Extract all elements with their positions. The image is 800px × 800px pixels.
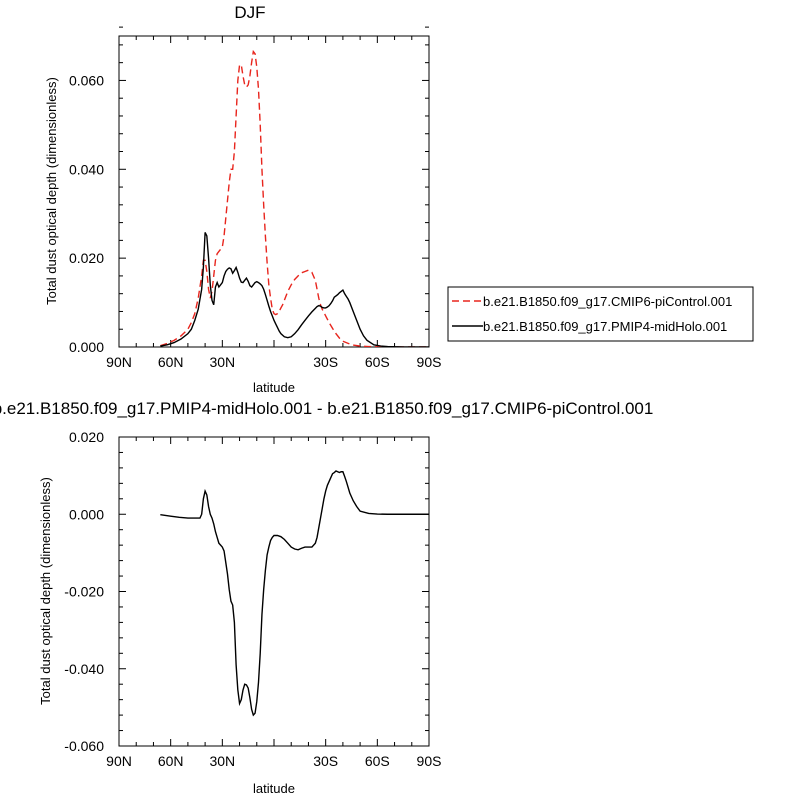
x-tick-label: 60N (158, 354, 184, 370)
x-tick-label: 60S (365, 753, 390, 769)
x-tick-label: 30N (209, 753, 235, 769)
series-line-1 (160, 470, 429, 717)
y-tick-label: -0.060 (64, 738, 104, 754)
x-tick-label: 60S (365, 354, 390, 370)
legend: b.e21.B1850.f09_g17.CMIP6-piControl.001b… (447, 286, 754, 342)
y-tick-label: 0.000 (69, 506, 104, 522)
x-axis-label: latitude (253, 380, 295, 395)
x-tick-label: 90S (417, 354, 442, 370)
chart-title: DJF (234, 3, 265, 22)
x-axis-label: latitude (253, 781, 295, 796)
plot-frame (118, 436, 430, 747)
x-tick-label: 90N (106, 753, 132, 769)
x-tick-label: 30S (313, 753, 338, 769)
y-axis-label: Total dust optical depth (dimensionless) (38, 477, 53, 705)
series-line-2 (160, 232, 429, 347)
chart-title: b.e21.B1850.f09_g17.PMIP4-midHolo.001 - … (0, 399, 653, 418)
legend-label-2: b.e21.B1850.f09_g17.PMIP4-midHolo.001 (483, 319, 727, 334)
y-tick-label: 0.020 (69, 429, 104, 445)
legend-box (447, 286, 754, 342)
x-tick-label: 30S (313, 354, 338, 370)
y-tick-label: 0.000 (69, 339, 104, 355)
x-tick-label: 90S (417, 753, 442, 769)
plot-frame (118, 35, 430, 348)
chart-panel-2: 90N 60N 30N 30S 60S 90S 0.020 0.000 -0.020 -0.040… (0, 399, 653, 796)
x-tick-label: 30N (209, 354, 235, 370)
y-tick-label: 0.040 (69, 161, 104, 177)
y-tick-label: -0.040 (64, 661, 104, 677)
y-tick-label: 0.020 (69, 250, 104, 266)
y-tick-label: 0.060 (69, 72, 104, 88)
legend-label-1: b.e21.B1850.f09_g17.CMIP6-piControl.001 (483, 294, 732, 309)
y-tick-label: -0.020 (64, 584, 104, 600)
series-line-1 (160, 49, 429, 347)
chart-panel-1: 90N 60N 30N 30S 60S 90S 0.000 0.020 0.040 0.060 DJ… (44, 3, 754, 395)
x-tick-label: 60N (158, 753, 184, 769)
y-axis-label: Total dust optical depth (dimensionless) (44, 77, 59, 305)
panels: 90N 60N 30N 30S 60S 90S 0.000 0.020 0.040 0.060 DJ… (0, 3, 754, 796)
x-tick-label: 90N (106, 354, 132, 370)
